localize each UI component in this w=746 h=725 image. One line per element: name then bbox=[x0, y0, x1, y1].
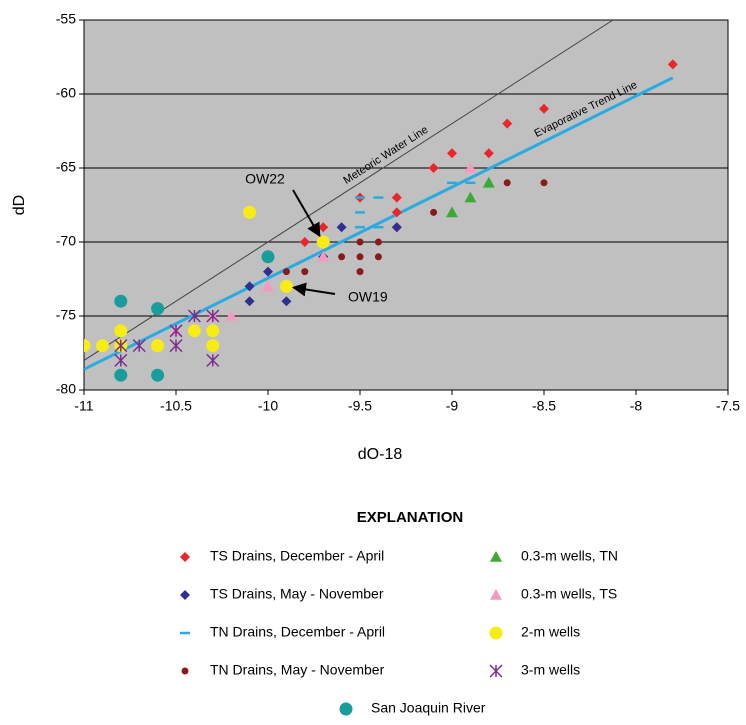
x-tick-label: -8 bbox=[630, 398, 643, 414]
point bbox=[374, 253, 382, 261]
point bbox=[114, 353, 128, 367]
point bbox=[339, 702, 353, 716]
plot-content bbox=[84, 20, 678, 382]
point bbox=[261, 250, 275, 264]
point bbox=[281, 296, 292, 307]
point bbox=[464, 191, 477, 203]
point bbox=[114, 368, 128, 382]
point bbox=[262, 280, 274, 292]
x-tick-label: -10.5 bbox=[160, 398, 192, 414]
point bbox=[279, 279, 293, 293]
point bbox=[482, 176, 495, 188]
y-tick-label: -80 bbox=[56, 381, 76, 397]
point bbox=[243, 205, 257, 219]
point bbox=[446, 206, 458, 218]
point bbox=[489, 664, 503, 678]
point bbox=[391, 222, 402, 233]
annotation-label: OW22 bbox=[245, 171, 285, 187]
point bbox=[282, 268, 290, 276]
legend-label: San Joaquin River bbox=[371, 700, 486, 716]
legend-label: TS Drains, December - April bbox=[210, 548, 384, 564]
point bbox=[95, 339, 109, 353]
point bbox=[464, 162, 477, 173]
point bbox=[180, 552, 190, 562]
legend-label: TN Drains, December - April bbox=[210, 624, 385, 640]
y-tick-label: -70 bbox=[56, 233, 76, 249]
y-tick-label: -75 bbox=[56, 307, 76, 323]
y-tick-label: -65 bbox=[56, 159, 76, 175]
legend-label: 3-m wells bbox=[521, 662, 580, 678]
point bbox=[169, 339, 183, 353]
point bbox=[151, 339, 165, 353]
point bbox=[356, 253, 364, 261]
point bbox=[301, 268, 309, 276]
point bbox=[317, 250, 330, 262]
point bbox=[316, 235, 330, 249]
annotation-arrow bbox=[292, 189, 321, 238]
point bbox=[503, 179, 511, 187]
point bbox=[151, 302, 165, 316]
point bbox=[391, 192, 402, 203]
legend-label: TN Drains, May - November bbox=[210, 662, 385, 678]
point bbox=[180, 590, 190, 600]
legend-label: 2-m wells bbox=[521, 624, 580, 640]
point bbox=[151, 368, 165, 382]
point bbox=[428, 163, 439, 173]
point bbox=[114, 324, 128, 338]
point bbox=[502, 118, 513, 129]
point bbox=[430, 208, 438, 216]
point bbox=[206, 324, 220, 338]
point bbox=[187, 324, 201, 338]
x-tick-label: -7.5 bbox=[716, 398, 740, 414]
y-tick-label: -60 bbox=[56, 85, 76, 101]
point bbox=[263, 266, 273, 277]
point bbox=[206, 339, 220, 353]
x-tick-label: -9 bbox=[446, 398, 459, 414]
x-tick-label: -10 bbox=[258, 398, 278, 414]
point bbox=[169, 324, 183, 338]
annotation-label: OW19 bbox=[348, 289, 388, 305]
point bbox=[374, 238, 382, 246]
reference-line bbox=[84, 20, 614, 361]
annotation-arrow bbox=[291, 282, 336, 297]
point bbox=[187, 309, 201, 323]
point bbox=[338, 253, 346, 261]
point bbox=[132, 339, 146, 353]
x-axis-label: dO-18 bbox=[358, 446, 403, 463]
point bbox=[318, 222, 329, 233]
point bbox=[667, 59, 678, 70]
legend-title: EXPLANATION bbox=[357, 509, 463, 526]
point bbox=[181, 667, 189, 675]
point bbox=[206, 309, 220, 323]
point bbox=[244, 296, 255, 307]
x-tick-label: -8.5 bbox=[532, 398, 556, 414]
x-tick-label: -11 bbox=[74, 398, 93, 414]
point bbox=[540, 179, 548, 187]
point bbox=[447, 148, 457, 159]
point bbox=[114, 294, 128, 308]
point bbox=[483, 148, 494, 159]
legend-label: 0.3-m wells, TN bbox=[521, 548, 618, 564]
point bbox=[299, 237, 310, 247]
point bbox=[539, 103, 549, 114]
point bbox=[225, 310, 238, 321]
y-axis-label: dD bbox=[11, 195, 28, 215]
point bbox=[206, 353, 220, 367]
legend-label: 0.3-m wells, TS bbox=[521, 586, 617, 602]
point bbox=[244, 281, 255, 292]
point bbox=[489, 626, 503, 640]
x-tick-label: -9.5 bbox=[348, 398, 372, 414]
reference-line bbox=[84, 76, 674, 371]
point bbox=[84, 339, 91, 353]
point bbox=[490, 551, 502, 562]
point bbox=[114, 339, 128, 353]
legend-label: TS Drains, May - November bbox=[210, 586, 384, 602]
y-tick-label: -55 bbox=[56, 11, 76, 27]
point bbox=[356, 268, 364, 276]
point bbox=[356, 238, 364, 246]
point bbox=[490, 589, 502, 600]
point bbox=[336, 222, 347, 233]
point bbox=[391, 207, 402, 218]
